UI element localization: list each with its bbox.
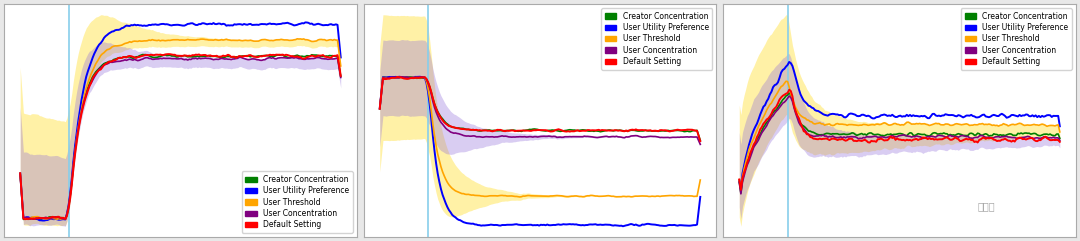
Legend: Creator Concentration, User Utility Preference, User Threshold, User Concentrati: Creator Concentration, User Utility Pref… [961, 8, 1072, 70]
Legend: Creator Concentration, User Utility Preference, User Threshold, User Concentrati: Creator Concentration, User Utility Pref… [242, 171, 353, 233]
Text: 新智元: 新智元 [977, 201, 995, 211]
Legend: Creator Concentration, User Utility Preference, User Threshold, User Concentrati: Creator Concentration, User Utility Pref… [602, 8, 713, 70]
